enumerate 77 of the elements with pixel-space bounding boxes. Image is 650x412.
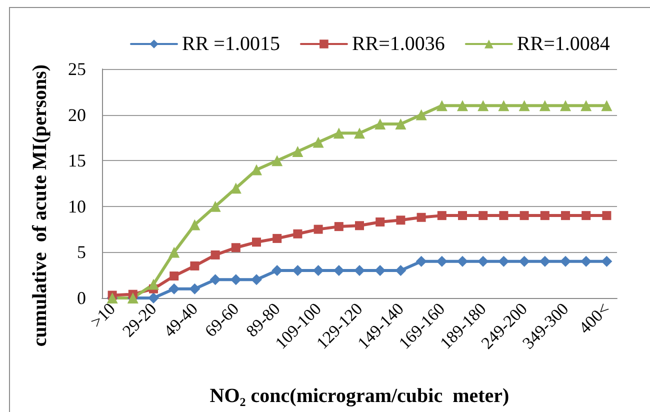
- point: [416, 109, 427, 120]
- point: [354, 265, 365, 276]
- point: [601, 256, 612, 267]
- point: [395, 265, 406, 276]
- point: [210, 274, 221, 286]
- point: [560, 256, 571, 267]
- point: [457, 100, 468, 112]
- point: [230, 274, 242, 286]
- point: [582, 211, 591, 220]
- point: [272, 234, 282, 243]
- point: [436, 100, 448, 112]
- x-axis-title: NO₂ conc(microgram/cubic meter): [210, 385, 510, 407]
- point: [189, 219, 200, 230]
- point: [168, 283, 180, 294]
- point: [602, 211, 612, 220]
- point: [539, 256, 550, 267]
- point: [355, 221, 364, 230]
- point: [478, 211, 488, 220]
- point: [601, 100, 612, 112]
- point: [539, 100, 550, 112]
- point: [374, 118, 386, 130]
- point: [518, 100, 530, 112]
- point: [168, 246, 180, 258]
- point: [520, 211, 529, 220]
- point: [272, 155, 283, 166]
- point: [251, 164, 262, 176]
- point: [230, 182, 242, 194]
- point: [333, 128, 344, 139]
- point: [437, 211, 446, 220]
- point: [518, 256, 530, 267]
- x-tick-label: >10: [86, 299, 120, 332]
- point: [354, 128, 365, 139]
- legend-label: RR=1.0036: [352, 33, 445, 55]
- point: [292, 265, 304, 276]
- y-tick-label: 10: [68, 196, 86, 216]
- point: [540, 211, 550, 220]
- point: [189, 283, 200, 294]
- y-tick-label: 25: [68, 59, 86, 79]
- point: [190, 261, 200, 270]
- point: [251, 274, 262, 286]
- point: [416, 256, 427, 267]
- point: [210, 250, 220, 260]
- point: [293, 229, 302, 238]
- point: [561, 211, 570, 220]
- point: [312, 136, 324, 148]
- point: [252, 238, 261, 247]
- point: [148, 278, 159, 290]
- point: [170, 272, 179, 281]
- y-axis-title: cumulative of acute MI(persons): [29, 64, 51, 347]
- point: [498, 100, 510, 112]
- point: [314, 224, 323, 234]
- y-tick-label: 20: [68, 104, 86, 125]
- point: [312, 265, 324, 276]
- point: [395, 118, 406, 130]
- point: [478, 100, 489, 112]
- point: [416, 212, 426, 222]
- point: [376, 217, 385, 226]
- point: [396, 216, 406, 225]
- y-tick-label: 5: [77, 242, 86, 262]
- legend-label: RR=1.0084: [516, 33, 610, 55]
- point: [334, 222, 344, 232]
- legend-label: RR =1.0015: [182, 33, 280, 55]
- point: [580, 100, 592, 112]
- point: [436, 256, 448, 267]
- point: [231, 243, 240, 252]
- point: [457, 256, 468, 267]
- point: [148, 292, 159, 304]
- point: [498, 256, 510, 267]
- point: [478, 256, 489, 267]
- y-tick-label: 0: [77, 288, 86, 308]
- point: [499, 211, 508, 220]
- point: [210, 200, 221, 212]
- point: [292, 146, 304, 157]
- point: [560, 100, 571, 112]
- point: [458, 211, 467, 220]
- point: [580, 256, 592, 267]
- y-tick-label: 15: [68, 150, 86, 171]
